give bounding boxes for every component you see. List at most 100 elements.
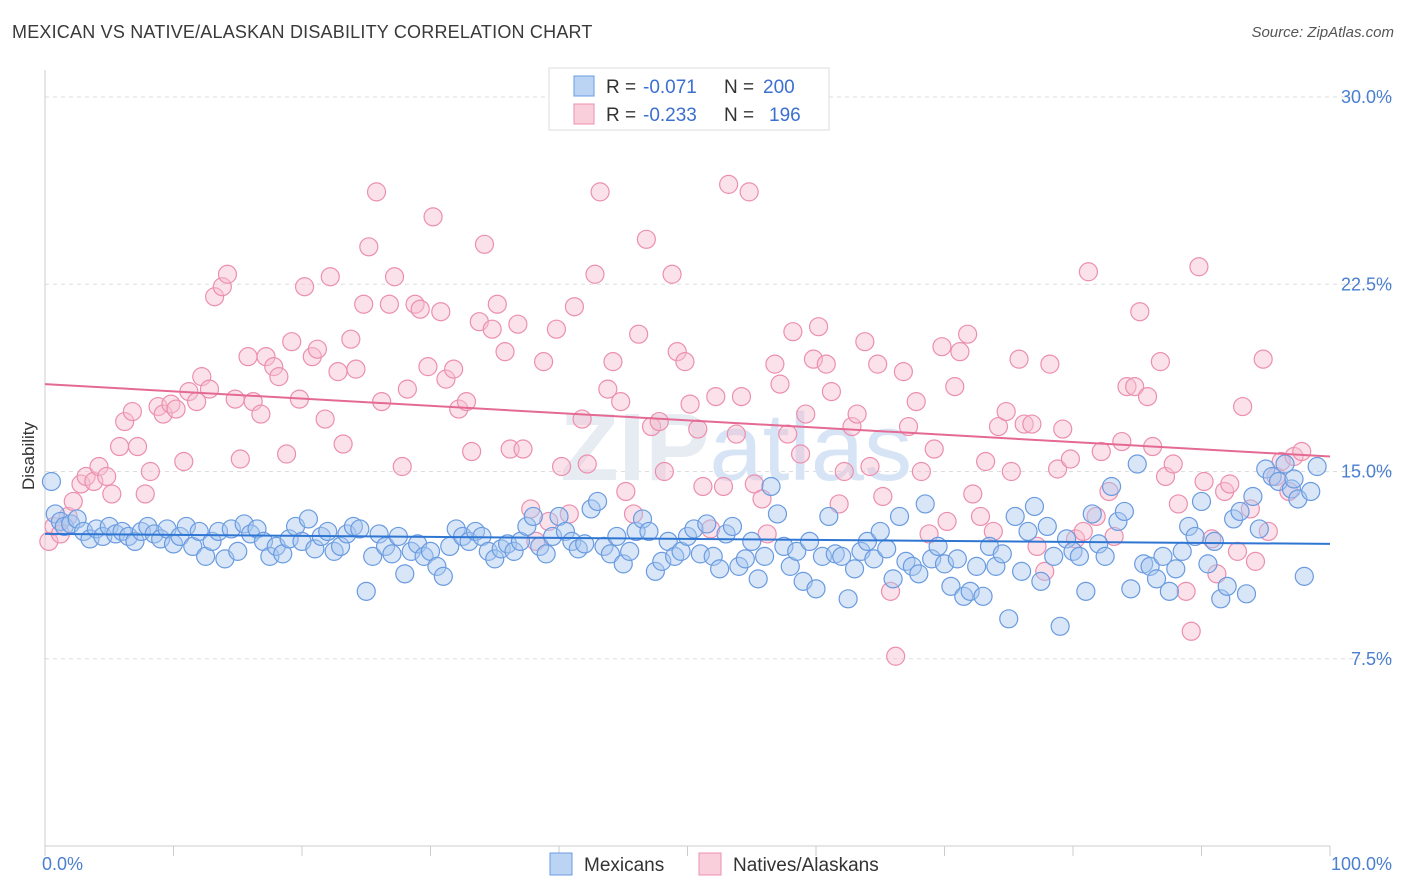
mexicans-point-144 <box>960 581 980 601</box>
mexicans-point-101 <box>684 519 704 539</box>
natives-point-144 <box>963 484 983 504</box>
y-tick-label-1: 15.0% <box>1341 462 1392 482</box>
mexicans-point-10 <box>99 516 119 537</box>
mexicans-point-44 <box>318 521 338 542</box>
mexicans-point-124 <box>832 546 852 566</box>
mexicans-point-73 <box>504 541 524 561</box>
mexicans-point-197 <box>1301 481 1321 502</box>
natives-point-121 <box>816 354 836 374</box>
mexicans-point-90 <box>613 554 633 574</box>
mexicans-point-175 <box>1159 581 1179 601</box>
natives-point-42 <box>307 339 328 359</box>
natives-point-150 <box>1001 461 1021 482</box>
natives-point-29 <box>225 389 245 409</box>
mexicans-point-119 <box>799 531 820 552</box>
x-tick-labels: 0.0% 100.0% <box>42 854 1392 874</box>
mexicans-point-112 <box>754 546 775 566</box>
natives-point-113 <box>765 354 785 374</box>
mexicans-point-56 <box>395 564 415 584</box>
natives-point-77 <box>533 352 554 372</box>
y-axis-label: Disability <box>19 421 38 490</box>
natives-point-156 <box>1040 354 1060 374</box>
natives-point-62 <box>436 369 456 389</box>
natives-point-64 <box>449 399 469 419</box>
natives-point-149 <box>996 401 1016 422</box>
mexicans-point-169 <box>1121 579 1141 599</box>
natives-point-107 <box>726 424 746 444</box>
natives-point-132 <box>886 646 906 666</box>
natives-point-146 <box>976 451 996 472</box>
mexicans-point-45 <box>324 541 344 561</box>
natives-point-186 <box>1233 396 1253 417</box>
mexicans-point-177 <box>1172 541 1192 561</box>
natives-point-13 <box>122 401 142 422</box>
natives-point-138 <box>924 439 944 459</box>
natives-point-155 <box>1035 561 1055 581</box>
mexicans-point-83 <box>568 539 588 559</box>
mexicans-point-150 <box>999 609 1019 629</box>
natives-point-82 <box>564 297 585 317</box>
natives-point-117 <box>790 444 811 464</box>
natives-point-159 <box>1060 449 1081 469</box>
trend-lines <box>44 383 1331 545</box>
mexicans-point-184 <box>1217 576 1237 596</box>
natives-point-98 <box>667 342 687 362</box>
mexicans-point-149 <box>992 544 1012 564</box>
natives-trend-line <box>44 383 1331 458</box>
natives-point-112 <box>757 524 777 544</box>
natives-point-130 <box>873 486 893 507</box>
mexicans-point-159 <box>1056 529 1077 549</box>
mexicans-point-81 <box>555 521 576 542</box>
natives-point-70 <box>487 294 507 314</box>
natives-point-161 <box>1073 521 1093 542</box>
mexicans-point-103 <box>697 514 717 534</box>
natives-point-7 <box>84 471 104 492</box>
mexicans-point-100 <box>677 526 698 547</box>
mexicans-point-21 <box>170 526 190 547</box>
mexicans-point-109 <box>735 549 755 569</box>
mexicans-point-136 <box>909 564 929 584</box>
natives-point-129 <box>868 354 888 374</box>
natives-point-141 <box>945 377 965 397</box>
mexicans-point-130 <box>870 521 890 542</box>
mexicans-point-155 <box>1031 571 1051 591</box>
natives-point-165 <box>1099 481 1119 502</box>
natives-point-31 <box>238 347 258 367</box>
natives-point-11 <box>109 436 130 457</box>
natives-point-145 <box>970 506 991 527</box>
natives-point-148 <box>988 416 1009 437</box>
mexicans-point-84 <box>575 534 595 554</box>
natives-point-170 <box>1130 302 1150 322</box>
natives-point-119 <box>803 349 824 369</box>
mexicans-point-79 <box>542 526 563 547</box>
mexicans-point-96 <box>652 551 672 571</box>
mexicans-point-163 <box>1082 504 1102 524</box>
mexicans-point-50 <box>356 581 376 601</box>
natives-point-122 <box>821 382 842 402</box>
mexicans-point-13 <box>118 526 139 547</box>
mexicans-point-170 <box>1127 454 1147 474</box>
natives-point-125 <box>842 416 862 437</box>
mexicans-point-132 <box>883 569 903 589</box>
y-tick-labels: 7.5% 15.0% 22.5% 30.0% <box>1341 87 1392 669</box>
watermark: ZIPatlas <box>560 394 912 501</box>
natives-point-158 <box>1053 419 1073 439</box>
natives-point-176 <box>1168 494 1188 514</box>
mexicans-point-47 <box>337 524 357 544</box>
mexicans-trend-line <box>44 532 1331 545</box>
mexicans-point-85 <box>581 499 601 519</box>
natives-point-134 <box>898 416 919 437</box>
natives-point-143 <box>958 324 978 344</box>
natives-point-177 <box>1176 581 1196 601</box>
bottom-swatch-mexicans <box>549 852 573 876</box>
mexicans-point-31 <box>234 514 254 534</box>
natives-point-36 <box>269 367 289 387</box>
natives-point-20 <box>166 399 186 419</box>
natives-point-175 <box>1163 454 1183 474</box>
natives-point-47 <box>341 329 361 349</box>
natives-point-195 <box>1292 441 1312 462</box>
natives-point-65 <box>456 391 477 412</box>
mexicans-point-191 <box>1262 466 1282 487</box>
mexicans-point-145 <box>967 556 987 576</box>
mexicans-point-158 <box>1050 616 1070 636</box>
